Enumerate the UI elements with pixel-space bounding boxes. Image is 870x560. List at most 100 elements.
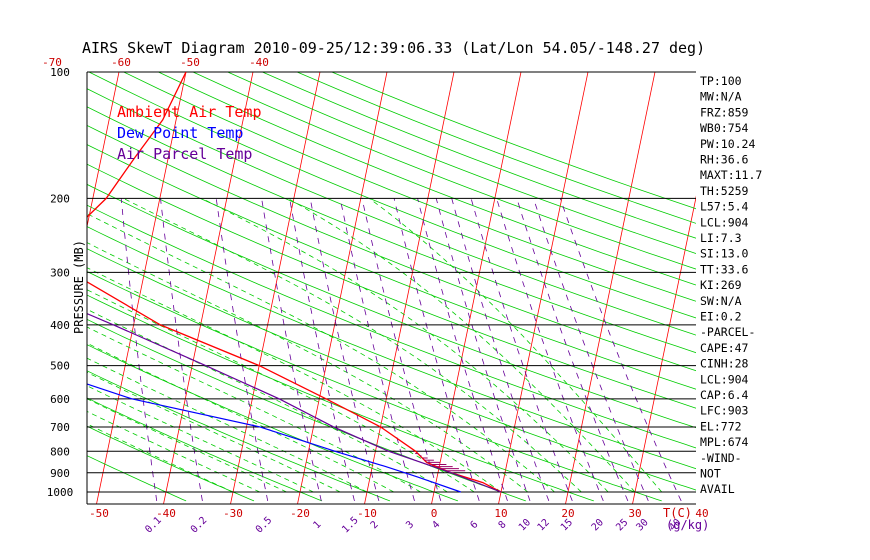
index-label: NOT <box>700 467 721 481</box>
bottom-temp-tick-label: 30 <box>628 507 641 520</box>
index-label: -PARCEL- <box>700 325 755 339</box>
bottom-temp-tick-label: 0 <box>431 507 438 520</box>
dry-adiabat-line <box>87 248 696 491</box>
cin-hatch-area <box>415 453 466 472</box>
mixing-ratio-line <box>309 198 380 502</box>
mixing-ratio-unit-label: (g/kg) <box>666 518 709 532</box>
bottom-temp-tick-label: 20 <box>561 507 574 520</box>
top-temp-tick-label: -70 <box>42 56 62 69</box>
index-label: LI:7.3 <box>700 231 742 245</box>
dry-adiabat-line <box>87 294 594 502</box>
mixing-ratio-tick-label: 0.5 <box>254 515 275 536</box>
index-label: CAP:6.4 <box>700 388 749 402</box>
isotherm-line <box>163 72 254 504</box>
index-label: LCL:904 <box>700 215 749 229</box>
dry-adiabat-line <box>87 226 696 470</box>
bottom-temp-tick-label: -50 <box>89 507 109 520</box>
isotherm-line <box>765 53 860 510</box>
moist-adiabat-line <box>369 198 663 493</box>
mixing-ratio-tick-label: 4 <box>430 519 442 531</box>
dry-adiabat-line <box>87 106 696 354</box>
pressure-tick-label: 1000 <box>47 486 74 499</box>
mixing-ratio-tick-label: 3 <box>404 519 416 531</box>
dry-adiabat-line <box>227 72 696 254</box>
mixing-ratio-tick-label: 12 <box>536 517 552 533</box>
isotherm-line <box>431 72 522 504</box>
index-label: CAPE:47 <box>700 341 749 355</box>
dry-adiabat-line <box>87 425 255 502</box>
index-label: MAXT:11.7 <box>700 168 762 182</box>
dry-adiabat-line <box>87 370 391 502</box>
moist-adiabat-grid <box>87 198 663 493</box>
pressure-tick-label: 400 <box>50 319 70 332</box>
chart-title: AIRS SkewT Diagram 2010-09-25/12:39:06.3… <box>82 39 705 57</box>
temp-unit-label: T(C) <box>663 506 692 520</box>
index-label: AVAIL <box>700 482 735 496</box>
index-label: L57:5.4 <box>700 200 749 214</box>
index-label: WB0:754 <box>700 121 749 135</box>
dry-adiabat-line <box>123 72 696 302</box>
index-label: KI:269 <box>700 278 742 292</box>
isotherm-line <box>230 72 321 504</box>
index-label: SW:N/A <box>700 294 742 308</box>
mixing-ratio-line <box>160 198 203 501</box>
index-label: CINH:28 <box>700 357 749 371</box>
profile-series <box>87 72 502 493</box>
index-label: LCL:904 <box>700 372 749 386</box>
dry-adiabat-line <box>87 183 696 429</box>
isotherm-line <box>632 195 696 504</box>
index-label: FRZ:859 <box>700 105 749 119</box>
mixing-ratio-line <box>435 198 531 502</box>
mixing-ratio-tick-label: 1 <box>311 519 323 531</box>
legend-entry: Air Parcel Temp <box>117 145 252 163</box>
mixing-ratio-tick-label: 0.2 <box>189 515 210 536</box>
bottom-temp-tick-label: -20 <box>290 507 310 520</box>
mixing-ratio-line <box>339 198 415 502</box>
index-label: TT:33.6 <box>700 262 749 276</box>
legend-entry: Ambient Air Temp <box>117 103 262 121</box>
mixing-ratio-grid <box>120 198 682 502</box>
top-temp-tick-labels: -120-110-100-90-80-70-60-50-40 <box>42 56 269 69</box>
legend-entry: Dew Point Temp <box>117 124 243 142</box>
mixing-ratio-line <box>516 198 629 502</box>
mixing-ratio-line <box>559 198 682 502</box>
index-label: MW:N/A <box>700 90 742 104</box>
dry-adiabat-line <box>87 144 696 390</box>
isotherm-line <box>96 72 187 504</box>
moist-adiabat-line <box>87 398 287 493</box>
dry-adiabat-line <box>88 72 696 319</box>
isobar-grid <box>87 71 696 493</box>
mixing-ratio-tick-label: 2 <box>369 519 381 531</box>
dry-adiabat-line <box>87 344 459 502</box>
index-label: SI:13.0 <box>700 247 749 261</box>
mixing-ratio-line <box>261 198 322 501</box>
isotherm-grid <box>87 53 870 510</box>
bottom-temp-tick-label: 40 <box>695 507 708 520</box>
legend: Ambient Air Temp Dew Point Temp Air Parcel… <box>117 103 262 163</box>
dry-adiabat-line <box>87 204 696 449</box>
pressure-tick-label: 300 <box>50 266 70 279</box>
isotherm-line <box>364 72 455 504</box>
mixing-ratio-line <box>470 198 573 502</box>
pressure-tick-label: 500 <box>50 360 70 373</box>
dry-adiabat-line <box>87 455 187 502</box>
moist-adiabat-line <box>87 213 555 493</box>
moist-adiabat-line <box>87 385 314 493</box>
dry-adiabat-line <box>87 318 526 502</box>
pressure-tick-label: 900 <box>50 467 70 480</box>
bottom-temp-tick-label: -30 <box>223 507 243 520</box>
isotherm-line <box>832 53 870 510</box>
pressure-tick-label: 800 <box>50 445 70 458</box>
mixing-ratio-line <box>393 198 480 502</box>
series-line-air-parcel-temp <box>87 312 502 493</box>
isotherm-line <box>87 72 120 229</box>
mixing-ratio-line <box>533 198 649 502</box>
mixing-ratio-line <box>289 198 355 502</box>
pressure-tick-labels: 100 200 300 400 500 600 700 800 900 1000 <box>47 66 74 499</box>
mixing-ratio-line <box>451 198 550 502</box>
dry-adiabat-grid <box>87 72 696 502</box>
index-label: TP:100 <box>700 74 742 88</box>
index-label: PW:10.24 <box>700 137 755 151</box>
